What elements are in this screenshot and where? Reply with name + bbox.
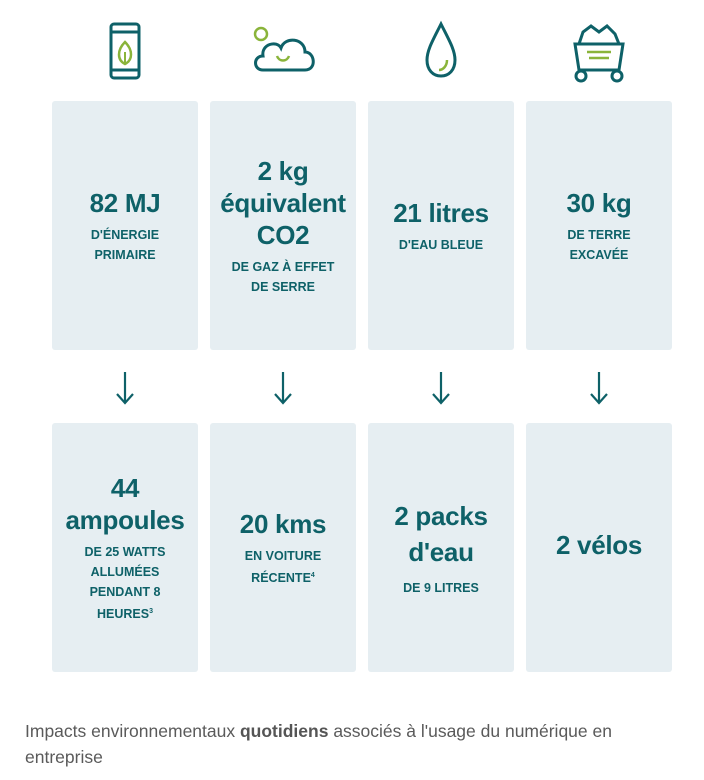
- card-description: DE TERRE EXCAVÉE: [567, 227, 631, 262]
- card-description: EN VOITURE RÉCENTE4: [233, 546, 333, 588]
- caption-bold: quotidiens: [239, 721, 329, 741]
- co2-card: 2 kg équivalent CO2 DE GAZ À EFFET DE SE…: [210, 101, 356, 350]
- card-description: D'EAU BLEUE: [398, 237, 484, 252]
- water-drop-icon: [425, 20, 457, 78]
- water-packs-card: 2 packs d'eau DE 9 LITRES: [368, 423, 514, 672]
- water-card: 21 litres D'EAU BLEUE: [368, 101, 514, 350]
- bikes-card: 2 vélos: [526, 423, 672, 672]
- card-description-text: DE 9 LITRES: [403, 580, 479, 595]
- card-value: 2 vélos: [555, 529, 643, 560]
- card-description: DE 9 LITRES: [386, 576, 496, 598]
- card-description-text: EN VOITURE RÉCENTE: [244, 548, 322, 585]
- card-description-text: DE 25 WATTS ALLUMÉES PENDANT 8 HEURES: [84, 544, 166, 621]
- soil-card: 30 kg DE TERRE EXCAVÉE: [526, 101, 672, 350]
- energy-card: 82 MJ D'ÉNERGIE PRIMAIRE: [52, 101, 198, 350]
- car-card: 20 kms EN VOITURE RÉCENTE4: [210, 423, 356, 672]
- figure-caption: Impacts environnementaux quotidiens asso…: [25, 718, 685, 770]
- card-value: 82 MJ: [89, 187, 161, 218]
- card-description: DE GAZ À EFFET DE SERRE: [231, 259, 335, 294]
- battery-leaf-icon: [109, 22, 141, 80]
- card-value: 44 ampoules: [65, 472, 185, 535]
- bulbs-card: 44 ampoules DE 25 WATTS ALLUMÉES PENDANT…: [52, 423, 198, 672]
- caption-text-after: associés à l'usage du numérique en entre…: [25, 721, 612, 767]
- arrow-down-icon: [274, 372, 292, 405]
- cloud-co2-icon: [253, 26, 315, 72]
- arrow-down-icon: [432, 372, 450, 405]
- footnote-ref: 3: [149, 607, 153, 615]
- caption-text-before: Impacts environnementaux: [25, 721, 240, 741]
- card-value: 20 kms: [239, 508, 327, 539]
- mine-cart-icon: [573, 24, 625, 83]
- card-value: 2 packs d'eau: [394, 500, 488, 567]
- card-description: DE 25 WATTS ALLUMÉES PENDANT 8 HEURES3: [75, 542, 175, 624]
- card-value: 30 kg: [566, 187, 632, 218]
- card-description: D'ÉNERGIE PRIMAIRE: [90, 227, 160, 262]
- footnote-ref: 4: [310, 571, 315, 579]
- arrow-down-icon: [116, 372, 134, 405]
- arrow-down-icon: [590, 372, 608, 405]
- card-value: 2 kg équivalent CO2: [220, 155, 346, 250]
- card-value: 21 litres: [393, 197, 489, 228]
